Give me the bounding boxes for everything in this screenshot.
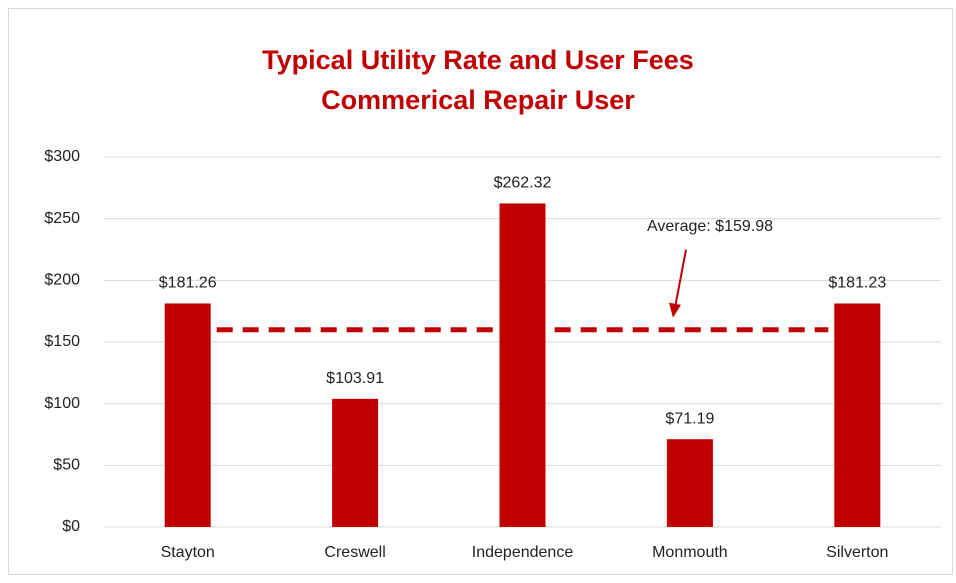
annotation-arrow — [674, 249, 687, 308]
x-tick-label: Independence — [472, 544, 574, 561]
x-tick-label: Monmouth — [652, 544, 728, 561]
average-annotation: Average: $159.98 — [647, 218, 773, 235]
x-tick-label: Silverton — [826, 544, 888, 561]
value-label: $181.23 — [828, 275, 886, 292]
y-tick-label: $150 — [44, 333, 80, 350]
bar — [164, 303, 211, 527]
bar — [666, 439, 713, 527]
value-label: $71.19 — [665, 410, 714, 427]
y-tick-label: $50 — [53, 457, 80, 474]
value-label: $262.32 — [494, 175, 552, 192]
x-tick-label: Stayton — [161, 544, 215, 561]
chart-title: Typical Utility Rate and User Fees — [262, 45, 694, 75]
y-tick-label: $0 — [62, 518, 80, 535]
chart-subtitle: Commerical Repair User — [321, 85, 635, 115]
y-tick-label: $200 — [44, 272, 80, 289]
y-tick-label: $100 — [44, 395, 80, 412]
y-tick-label: $300 — [44, 148, 80, 165]
value-label: $103.91 — [326, 370, 384, 387]
value-label: $181.26 — [159, 275, 217, 292]
bar — [499, 203, 546, 528]
annotation-arrowhead — [669, 302, 681, 318]
x-tick-label: Creswell — [324, 544, 385, 561]
bar — [834, 303, 881, 527]
bar — [332, 398, 379, 527]
y-tick-label: $250 — [44, 210, 80, 227]
